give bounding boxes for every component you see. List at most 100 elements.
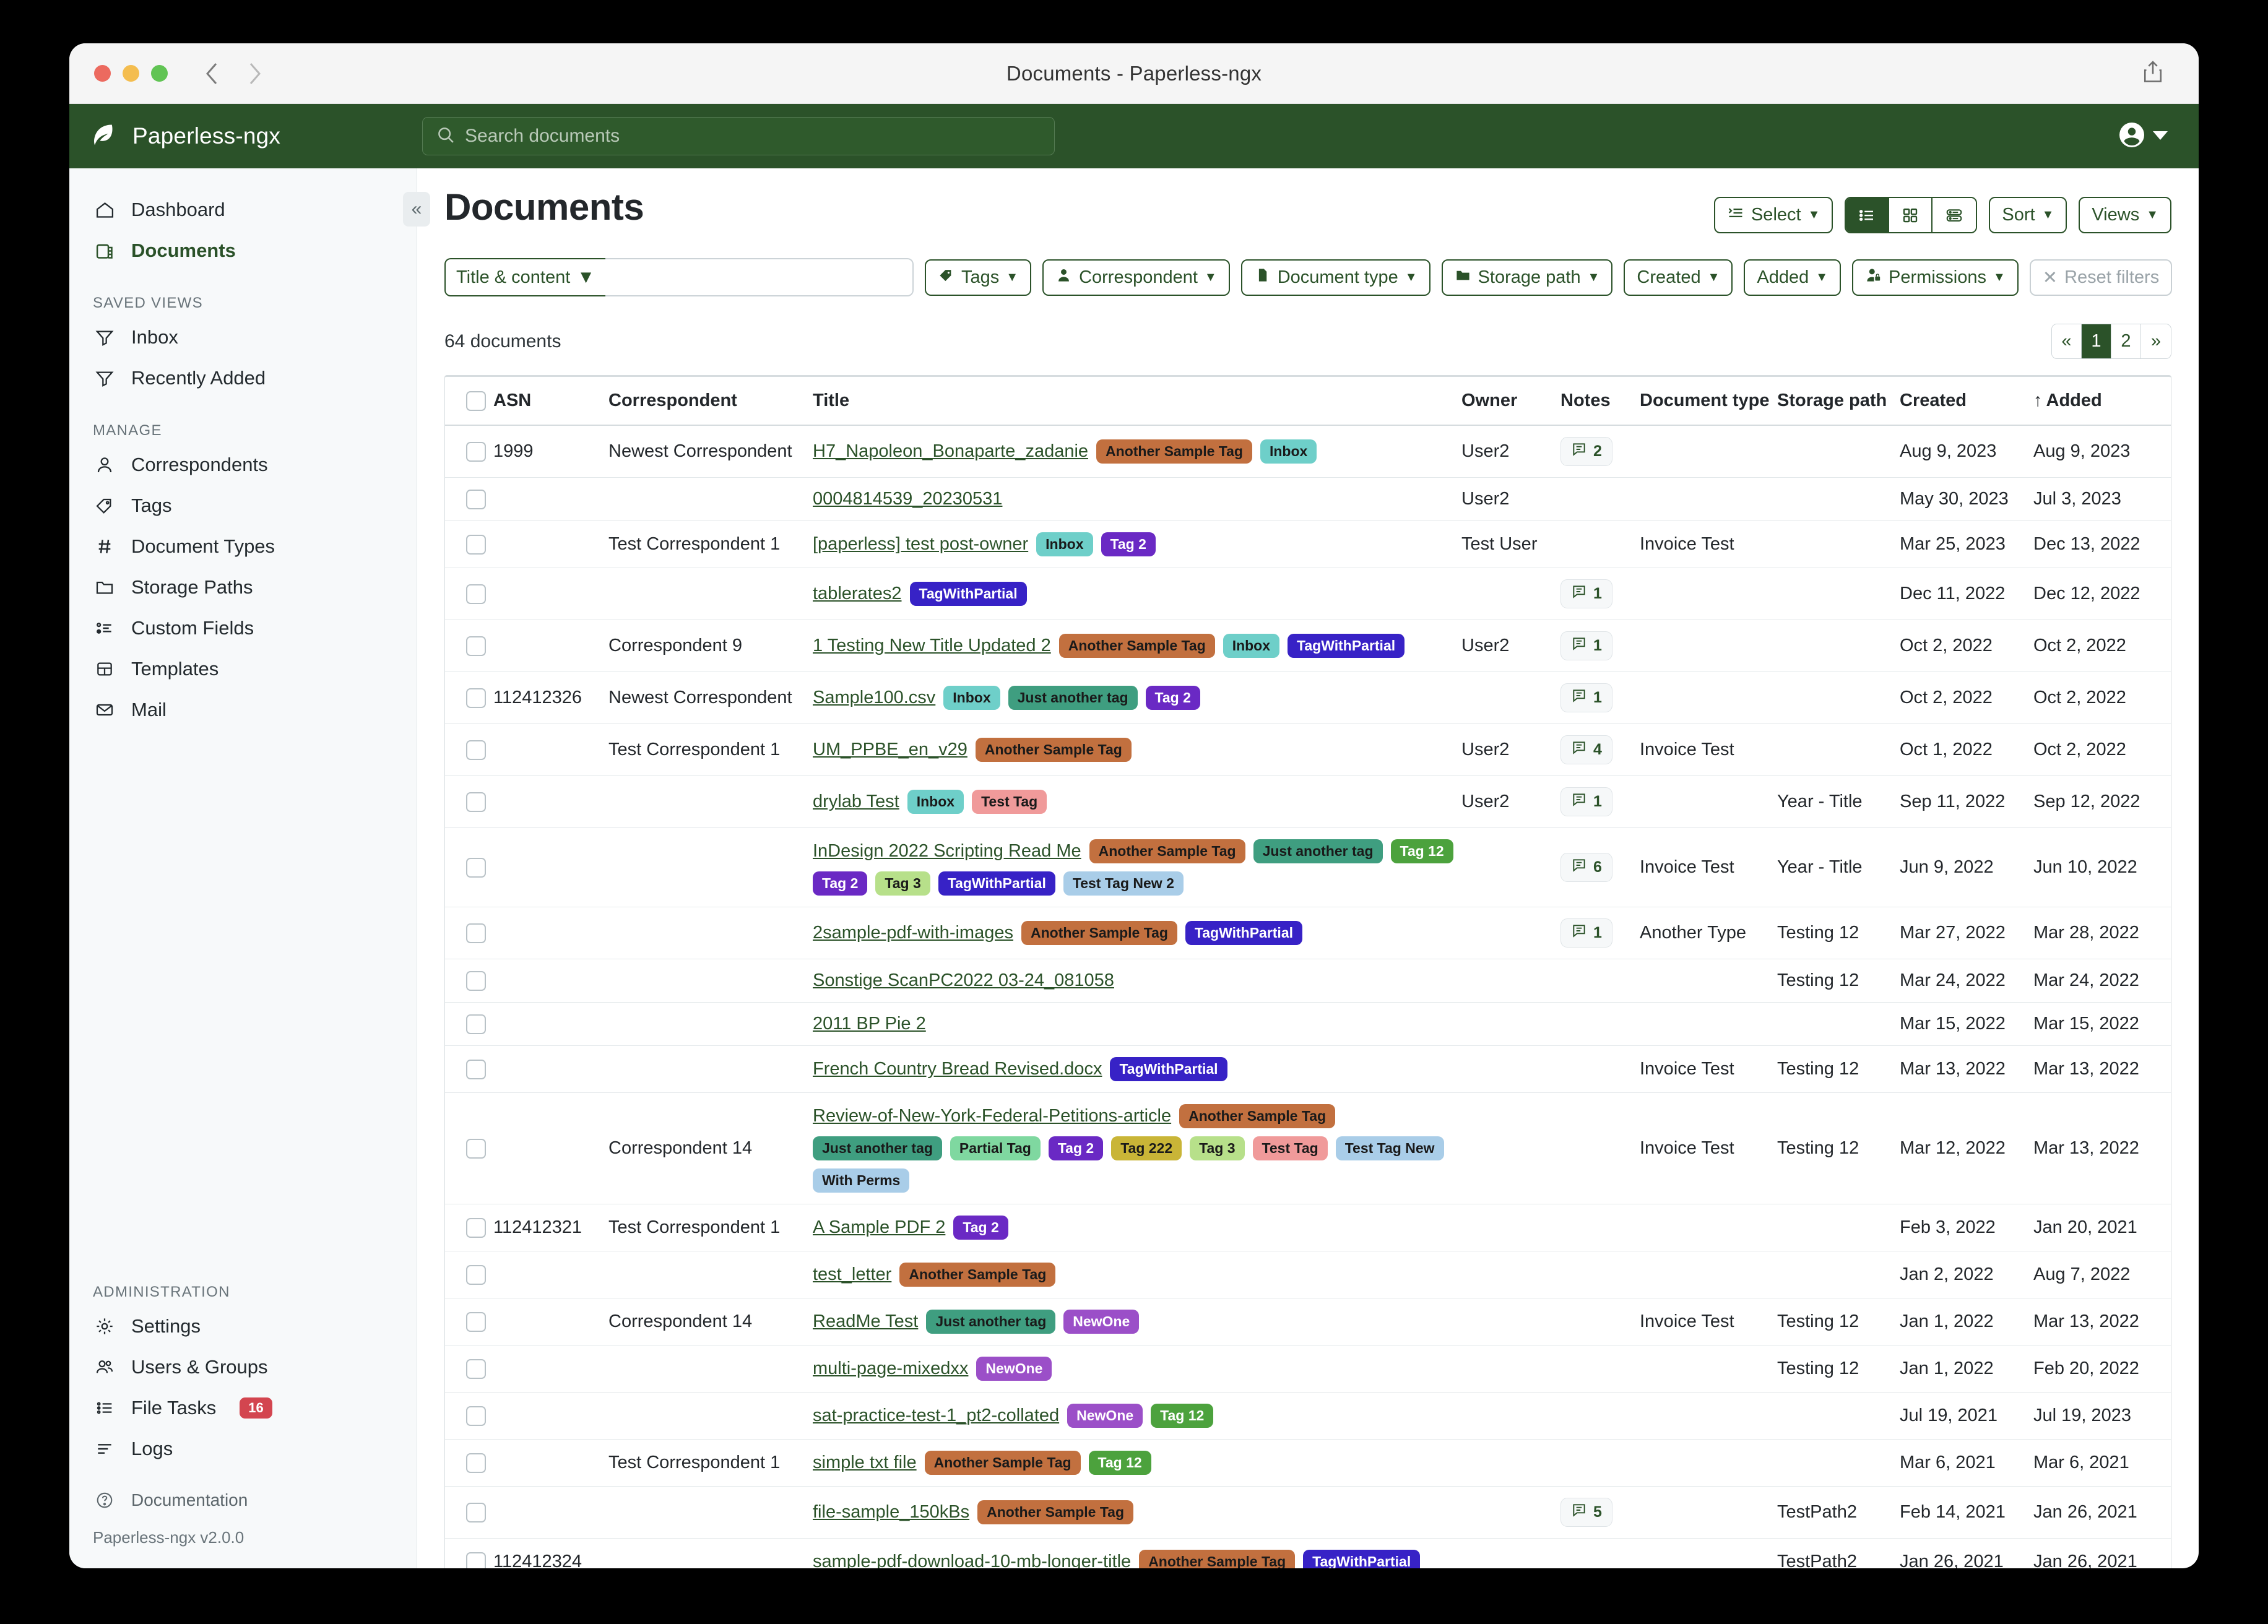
column-header-created[interactable]: Created	[1900, 377, 2033, 426]
table-row[interactable]: Test Correspondent 1 [paperless] test pos…	[445, 520, 2171, 568]
notes-badge[interactable]: 5	[1560, 1498, 1612, 1527]
table-row[interactable]: Sonstige ScanPC2022 03-24_081058 Testing …	[445, 959, 2171, 1003]
tag-chip[interactable]: Another Sample Tag	[1058, 634, 1215, 658]
tag-chip[interactable]: Another Sample Tag	[1179, 1104, 1336, 1128]
list-view-button[interactable]	[1846, 198, 1890, 232]
title-content-dropdown[interactable]: Title & content ▼	[444, 258, 605, 296]
sidebar-item-correspondents[interactable]: Correspondents	[69, 444, 417, 485]
document-title-link[interactable]: tablerates2	[813, 584, 902, 603]
tag-chip[interactable]: Partial Tag	[950, 1136, 1041, 1160]
chevron-left-icon[interactable]	[204, 61, 220, 86]
filter-tags-button[interactable]: Tags ▼	[925, 259, 1032, 296]
row-checkbox[interactable]	[466, 534, 486, 555]
tag-chip[interactable]: Tag 12	[1390, 839, 1453, 863]
tag-chip[interactable]: Tag 2	[813, 871, 868, 896]
row-checkbox[interactable]	[466, 1217, 486, 1238]
share-icon[interactable]	[2142, 59, 2164, 87]
tag-chip[interactable]: Inbox	[943, 686, 1000, 710]
column-header-owner[interactable]: Owner	[1461, 377, 1560, 426]
row-checkbox[interactable]	[466, 489, 486, 509]
row-checkbox[interactable]	[466, 740, 486, 760]
tag-chip[interactable]: Just another tag	[1253, 839, 1383, 863]
filter-permissions-button[interactable]: Permissions ▼	[1852, 259, 2019, 296]
document-title-link[interactable]: sat-practice-test-1_pt2-collated	[813, 1406, 1060, 1425]
column-header-added[interactable]: ↑ Added	[2033, 377, 2171, 426]
table-row[interactable]: file-sample_150kBs Another Sample Tag 5 Tes…	[445, 1486, 2171, 1539]
tag-chip[interactable]: Inbox	[1260, 439, 1317, 464]
filter-storage-path-button[interactable]: Storage path ▼	[1441, 259, 1613, 296]
pagination-first[interactable]: «	[2052, 324, 2082, 358]
sidebar-item-users-groups[interactable]: Users & Groups	[69, 1347, 417, 1388]
row-checkbox[interactable]	[466, 1552, 486, 1568]
column-header-correspondent[interactable]: Correspondent	[608, 377, 813, 426]
document-title-link[interactable]: Sample100.csv	[813, 688, 936, 707]
document-title-link[interactable]: 0004814539_20230531	[813, 489, 1003, 509]
row-checkbox[interactable]	[466, 441, 486, 462]
user-menu[interactable]	[2117, 120, 2168, 153]
row-checkbox[interactable]	[466, 1059, 486, 1079]
notes-badge[interactable]: 4	[1560, 735, 1612, 764]
table-row[interactable]: 0004814539_20230531 User2 May 30, 2023 Jul …	[445, 477, 2171, 521]
filter-added-button[interactable]: Added ▼	[1744, 259, 1842, 296]
tag-chip[interactable]: Tag 2	[1048, 1136, 1104, 1160]
document-title-link[interactable]: UM_PPBE_en_v29	[813, 740, 967, 759]
tag-chip[interactable]: Test Tag	[1252, 1136, 1328, 1160]
filter-document-type-button[interactable]: Document type ▼	[1240, 259, 1430, 296]
table-row[interactable]: test_letter Another Sample Tag Jan 2, 2022…	[445, 1251, 2171, 1298]
row-checkbox[interactable]	[466, 857, 486, 878]
reset-filters-button[interactable]: ✕ Reset filters	[2029, 259, 2173, 296]
notes-badge[interactable]: 6	[1560, 853, 1612, 882]
table-row[interactable]: InDesign 2022 Scripting Read Me Another S…	[445, 827, 2171, 907]
views-button[interactable]: Views ▼	[2079, 197, 2171, 233]
filter-correspondent-button[interactable]: Correspondent ▼	[1042, 259, 1230, 296]
notes-badge[interactable]: 1	[1560, 787, 1612, 816]
table-row[interactable]: tablerates2 TagWithPartial 1 Dec 11, 2022 De…	[445, 568, 2171, 620]
tag-chip[interactable]: TagWithPartial	[1288, 634, 1405, 658]
document-title-link[interactable]: file-sample_150kBs	[813, 1502, 970, 1522]
tag-chip[interactable]: TagWithPartial	[1303, 1550, 1421, 1568]
tag-chip[interactable]: TagWithPartial	[909, 582, 1027, 606]
tag-chip[interactable]: NewOne	[976, 1357, 1052, 1381]
document-title-link[interactable]: InDesign 2022 Scripting Read Me	[813, 841, 1081, 861]
document-title-link[interactable]: multi-page-mixedxx	[813, 1358, 969, 1378]
select-button[interactable]: Select ▼	[1713, 197, 1833, 233]
document-title-link[interactable]: A Sample PDF 2	[813, 1217, 946, 1237]
row-checkbox[interactable]	[466, 1406, 486, 1426]
tag-chip[interactable]: Tag 12	[1088, 1451, 1151, 1475]
tag-chip[interactable]: Another Sample Tag	[1089, 839, 1245, 863]
row-checkbox[interactable]	[466, 1453, 486, 1473]
sidebar-item-mail[interactable]: Mail	[69, 689, 417, 730]
tag-chip[interactable]: Test Tag New	[1335, 1136, 1444, 1160]
column-header-title[interactable]: Title	[813, 377, 1461, 426]
tag-chip[interactable]: TagWithPartial	[938, 871, 1055, 896]
tag-chip[interactable]: Test Tag New 2	[1063, 871, 1184, 896]
row-checkbox[interactable]	[466, 1264, 486, 1285]
document-title-link[interactable]: test_letter	[813, 1264, 892, 1284]
table-row[interactable]: drylab Test Inbox Test Tag User2 1 Year - Tit…	[445, 775, 2171, 828]
app-brand[interactable]: Paperless-ngx	[89, 121, 422, 152]
row-checkbox[interactable]	[466, 636, 486, 656]
chevrons-left-icon[interactable]: «	[403, 192, 430, 227]
global-search[interactable]: Search documents	[422, 117, 1055, 155]
maximize-window-button[interactable]	[151, 65, 168, 82]
tag-chip[interactable]: NewOne	[1063, 1310, 1140, 1334]
document-title-link[interactable]: H7_Napoleon_Bonaparte_zadanie	[813, 441, 1089, 461]
column-header-asn[interactable]: ASN	[493, 377, 608, 426]
close-window-button[interactable]	[94, 65, 111, 82]
tag-chip[interactable]: Tag 2	[953, 1216, 1008, 1240]
row-checkbox[interactable]	[466, 1014, 486, 1034]
table-row[interactable]: 2sample-pdf-with-images Another Sample Ta…	[445, 907, 2171, 959]
sidebar-item-dashboard[interactable]: Dashboard	[69, 189, 417, 230]
table-row[interactable]: Test Correspondent 1 simple txt file Anoth…	[445, 1439, 2171, 1487]
tag-chip[interactable]: Another Sample Tag	[975, 738, 1132, 762]
tag-chip[interactable]: NewOne	[1067, 1404, 1143, 1428]
tag-chip[interactable]: TagWithPartial	[1110, 1057, 1227, 1081]
notes-badge[interactable]: 1	[1560, 579, 1612, 608]
sidebar-item-file-tasks[interactable]: File Tasks 16	[69, 1388, 417, 1428]
sidebar-item-tags[interactable]: Tags	[69, 485, 417, 526]
document-title-link[interactable]: 1 Testing New Title Updated 2	[813, 636, 1051, 655]
grid-view-button[interactable]	[1889, 198, 1933, 232]
tag-chip[interactable]: Tag 2	[1101, 532, 1156, 556]
